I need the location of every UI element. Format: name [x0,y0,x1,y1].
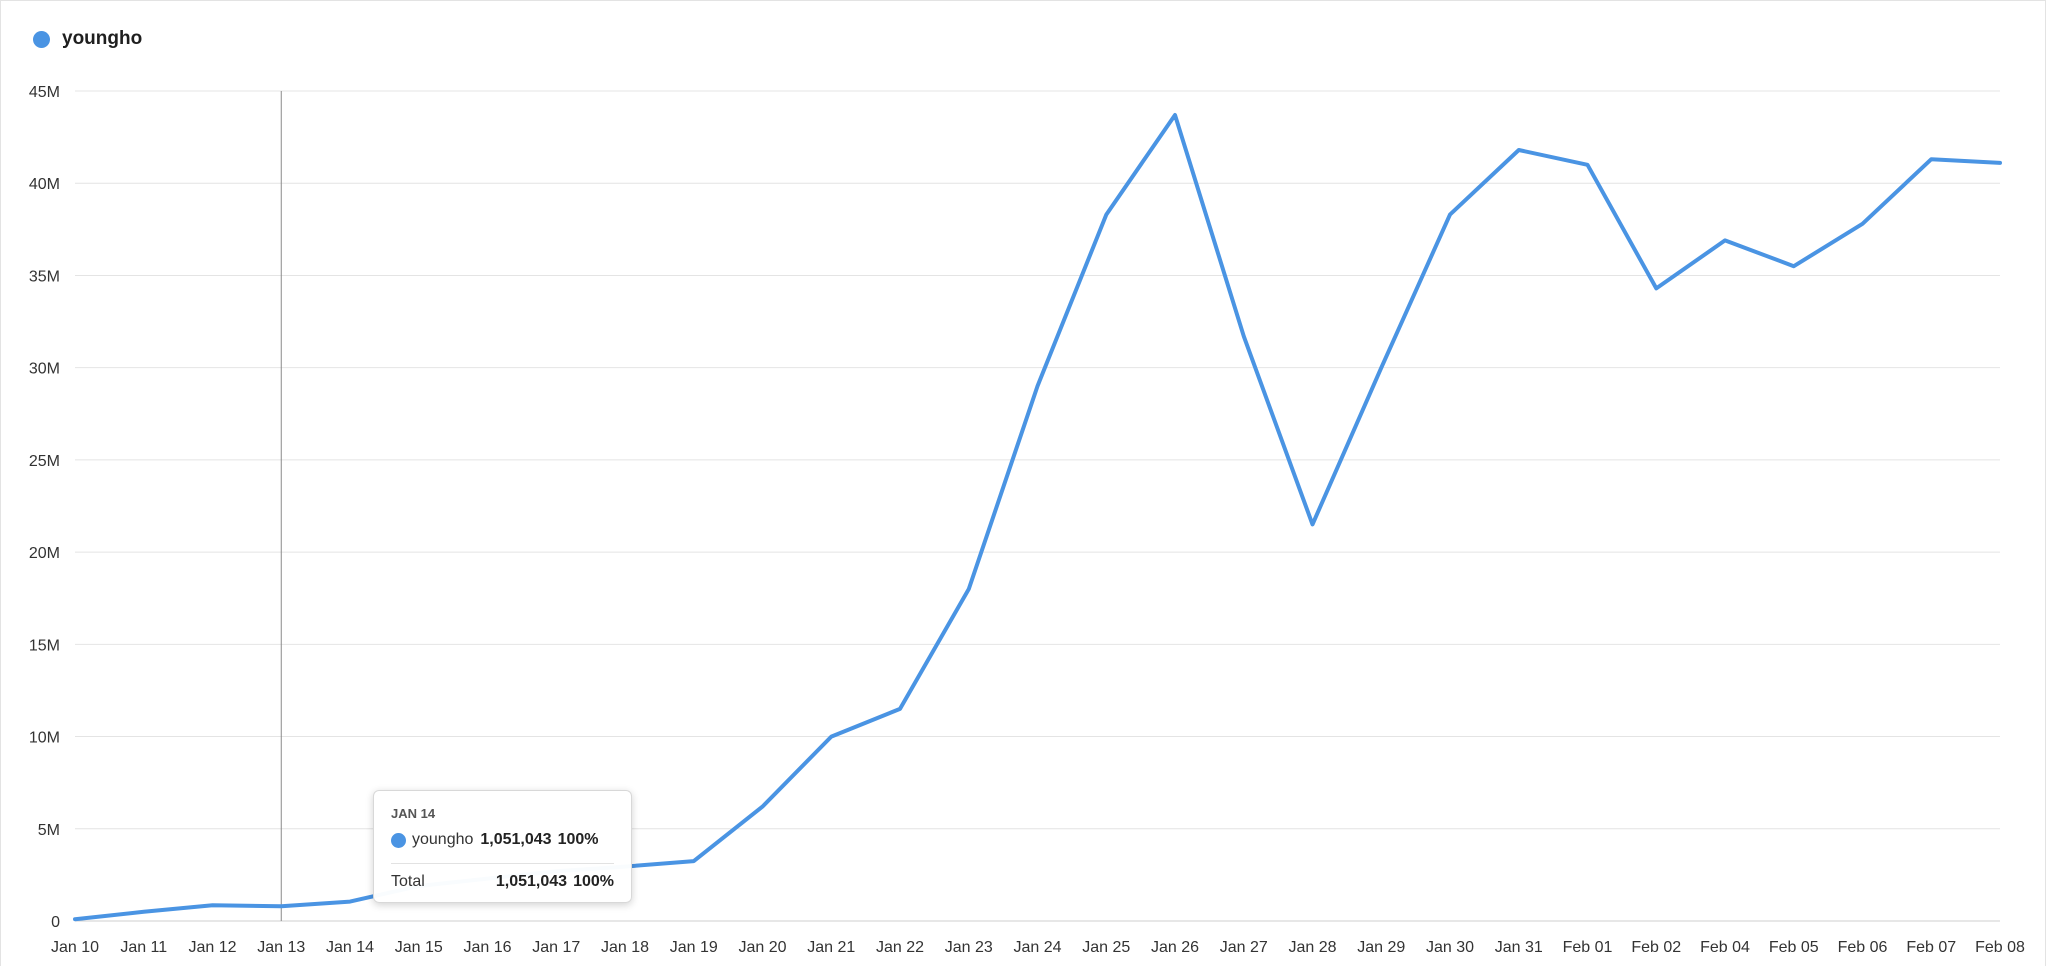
x-tick-label: Feb 01 [1563,939,1613,956]
tooltip-total-row: Total 1,051,043 100% [391,870,614,894]
series-line [73,113,2002,922]
x-tick-label: Jan 23 [945,939,993,956]
tooltip-series-marker [391,832,406,848]
hover-tooltip: JAN 14 youngho 1,051,043 100% Total 1,05… [373,790,632,903]
y-tick-label: 45M [29,84,60,101]
tooltip-series-row: youngho 1,051,043 100% [391,827,614,853]
x-tick-label: Jan 12 [188,939,236,956]
y-tick-label: 40M [29,176,60,193]
legend-series-label: youngho [62,28,143,49]
x-tick-label: Jan 21 [807,939,855,956]
x-tick-label: Jan 17 [532,939,580,956]
x-tick-label: Feb 06 [1838,939,1888,956]
y-tick-label: 20M [29,545,60,562]
y-tick-label: 15M [29,637,60,654]
tooltip-series-percent: 100% [557,831,599,848]
y-tick-label: 10M [29,730,60,747]
x-tick-label: Jan 31 [1495,939,1543,956]
x-tick-label: Jan 11 [120,939,167,956]
x-tick-label: Jan 28 [1288,939,1336,956]
x-tick-label: Jan 30 [1426,939,1474,956]
y-tick-label: 35M [29,268,60,285]
x-tick-label: Jan 16 [463,939,511,956]
x-tick-label: Jan 26 [1151,939,1199,956]
x-tick-label: Jan 27 [1220,939,1268,956]
y-tick-label: 30M [29,361,60,378]
x-tick-label: Jan 19 [670,939,718,956]
x-tick-label: Feb 08 [1975,939,2025,956]
tooltip-series-name: youngho [412,831,474,848]
x-tick-label: Jan 24 [1013,939,1061,956]
tooltip-series-value: 1,051,043 [480,831,552,848]
x-tick-label: Jan 13 [257,939,305,956]
tooltip-total-percent: 100% [573,873,614,890]
x-tick-label: Jan 18 [601,939,649,956]
x-tick-label: Jan 29 [1357,939,1405,956]
tooltip-divider [391,863,614,864]
legend[interactable]: youngho [33,28,142,50]
legend-series-marker [33,30,50,48]
x-tick-label: Jan 14 [326,939,374,956]
tooltip-total-value: 1,051,043 [495,873,568,890]
x-tick-label: Feb 04 [1700,939,1750,956]
x-tick-label: Jan 20 [738,939,786,956]
tooltip-total-label: Total [391,873,425,890]
x-tick-label: Jan 22 [876,939,924,956]
tooltip-date: JAN 14 [391,806,436,821]
x-tick-label: Jan 10 [51,939,99,956]
x-tick-label: Jan 15 [395,939,443,956]
x-tick-label: Feb 05 [1769,939,1819,956]
y-tick-label: 25M [29,453,60,470]
x-tick-label: Feb 07 [1906,939,1956,956]
x-tick-label: Jan 25 [1082,939,1130,956]
x-tick-label: Feb 02 [1631,939,1681,956]
y-tick-label: 5M [38,822,60,839]
y-tick-label: 0 [51,914,60,931]
